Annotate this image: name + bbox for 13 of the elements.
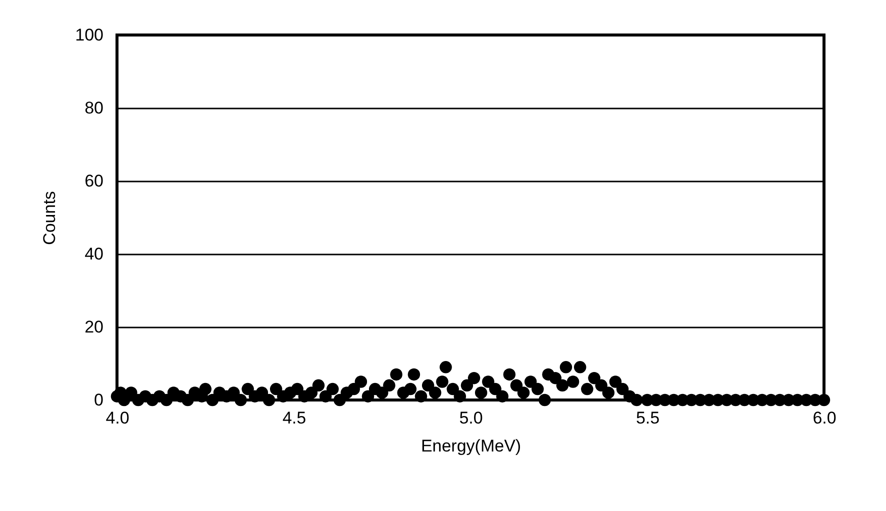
x-tick-label: 5.0 [459,408,483,428]
y-tick-label: 60 [84,172,104,190]
x-axis-title: Energy(MeV) [420,436,522,456]
x-tick-label: 4.0 [106,408,130,428]
y-tick-label: 0 [94,390,104,410]
y-tick-label: 100 [75,26,104,44]
y-tick-label: 80 [84,98,104,118]
x-tick-label: 6.0 [812,408,836,428]
y-tick-label: 40 [84,244,104,264]
x-tick-label: 5.5 [636,408,660,428]
y-tick-label: 20 [84,318,104,336]
x-tick-label: 4.5 [282,408,306,428]
y-axis-title: Counts [40,191,60,245]
